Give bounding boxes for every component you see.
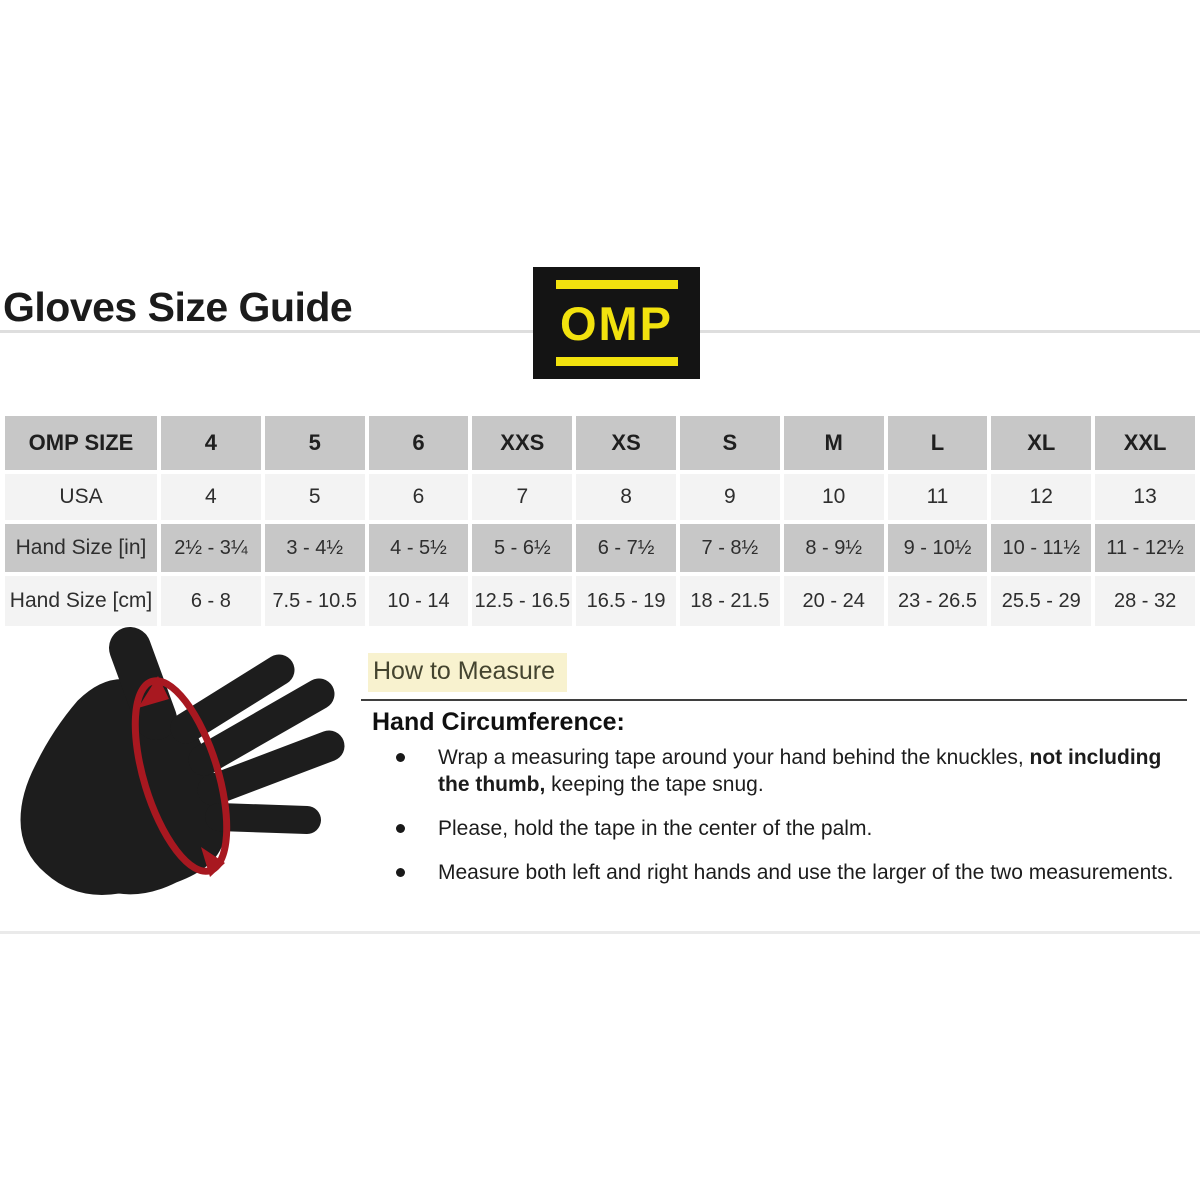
usa-size-cell: 8 — [576, 474, 676, 520]
logo-text: OMP — [559, 296, 674, 350]
row-label-hand-size-in: Hand Size [in] — [5, 524, 157, 572]
hand-size-in-row: Hand Size [in] 2½ - 3¼ 3 - 4½ 4 - 5½ 5 -… — [5, 524, 1195, 572]
size-col-header: L — [887, 416, 988, 470]
hand-silhouette — [20, 627, 345, 895]
hand-size-in-cell: 8 - 9½ — [783, 524, 884, 572]
section-divider — [361, 699, 1187, 701]
row-label-hand-size-cm: Hand Size [cm] — [5, 576, 157, 626]
size-col-header: XS — [576, 416, 676, 470]
size-table: OMP SIZE 4 5 6 XXS XS S M L XL XXL USA 4… — [1, 412, 1199, 630]
hand-size-cm-cell: 20 - 24 — [783, 576, 884, 626]
hand-size-in-cell: 2½ - 3¼ — [161, 524, 261, 572]
table-corner-cell: OMP SIZE — [5, 416, 157, 470]
size-table-header-row: OMP SIZE 4 5 6 XXS XS S M L XL XXL — [5, 416, 1195, 470]
size-col-header: 5 — [264, 416, 365, 470]
size-col-header: XXS — [472, 416, 573, 470]
bottom-divider — [0, 931, 1200, 934]
hand-size-in-cell: 9 - 10½ — [887, 524, 988, 572]
size-col-header: S — [679, 416, 780, 470]
size-col-header: XL — [991, 416, 1092, 470]
hand-illustration — [20, 627, 345, 895]
step-text-bold: not including the thumb, — [438, 746, 1162, 796]
size-col-header: 6 — [368, 416, 469, 470]
hand-size-cm-cell: 23 - 26.5 — [887, 576, 988, 626]
row-label-usa: USA — [5, 474, 157, 520]
size-col-header: M — [783, 416, 884, 470]
hand-size-cm-cell: 7.5 - 10.5 — [264, 576, 365, 626]
step-text: Wrap a measuring tape around your hand b… — [438, 746, 1030, 769]
usa-size-cell: 4 — [161, 474, 261, 520]
usa-size-cell: 10 — [783, 474, 884, 520]
hand-size-in-cell: 10 - 11½ — [991, 524, 1092, 572]
hand-size-in-cell: 6 - 7½ — [576, 524, 676, 572]
hand-size-in-cell: 5 - 6½ — [472, 524, 573, 572]
size-col-header: 4 — [161, 416, 261, 470]
usa-size-row: USA 4 5 6 7 8 9 10 11 12 13 — [5, 474, 1195, 520]
usa-size-cell: 11 — [887, 474, 988, 520]
hand-size-cm-cell: 6 - 8 — [161, 576, 261, 626]
logo-top-bar — [555, 280, 678, 289]
hand-size-in-cell: 7 - 8½ — [679, 524, 780, 572]
usa-size-cell: 9 — [679, 474, 780, 520]
omp-logo: OMP — [533, 267, 700, 379]
usa-size-cell: 5 — [264, 474, 365, 520]
hand-size-in-cell: 3 - 4½ — [264, 524, 365, 572]
usa-size-cell: 7 — [472, 474, 573, 520]
measure-step: Please, hold the tape in the center of t… — [372, 815, 1190, 842]
hand-size-cm-row: Hand Size [cm] 6 - 8 7.5 - 10.5 10 - 14 … — [5, 576, 1195, 626]
hand-size-cm-cell: 28 - 32 — [1095, 576, 1195, 626]
how-to-measure-heading: How to Measure — [368, 653, 568, 692]
page-title: Gloves Size Guide — [3, 284, 353, 330]
step-text: keeping the tape snug. — [545, 773, 764, 796]
measure-step: Measure both left and right hands and us… — [372, 859, 1190, 886]
hand-size-cm-cell: 16.5 - 19 — [576, 576, 676, 626]
measuring-tape-arrow — [131, 676, 231, 877]
measure-step: Wrap a measuring tape around your hand b… — [372, 744, 1190, 798]
usa-size-cell: 12 — [991, 474, 1092, 520]
usa-size-cell: 6 — [368, 474, 469, 520]
hand-size-in-cell: 4 - 5½ — [368, 524, 469, 572]
hand-size-cm-cell: 18 - 21.5 — [679, 576, 780, 626]
measure-steps-list: Wrap a measuring tape around your hand b… — [372, 744, 1190, 903]
hand-size-cm-cell: 25.5 - 29 — [991, 576, 1092, 626]
logo-bottom-bar — [555, 357, 678, 366]
size-col-header: XXL — [1095, 416, 1195, 470]
usa-size-cell: 13 — [1095, 474, 1195, 520]
step-text: Please, hold the tape in the center of t… — [438, 817, 873, 840]
hand-size-cm-cell: 12.5 - 16.5 — [472, 576, 573, 626]
hand-size-in-cell: 11 - 12½ — [1095, 524, 1195, 572]
step-text: Measure both left and right hands and us… — [438, 861, 1174, 884]
hand-size-cm-cell: 10 - 14 — [368, 576, 469, 626]
hand-circumference-heading: Hand Circumference: — [372, 708, 625, 736]
